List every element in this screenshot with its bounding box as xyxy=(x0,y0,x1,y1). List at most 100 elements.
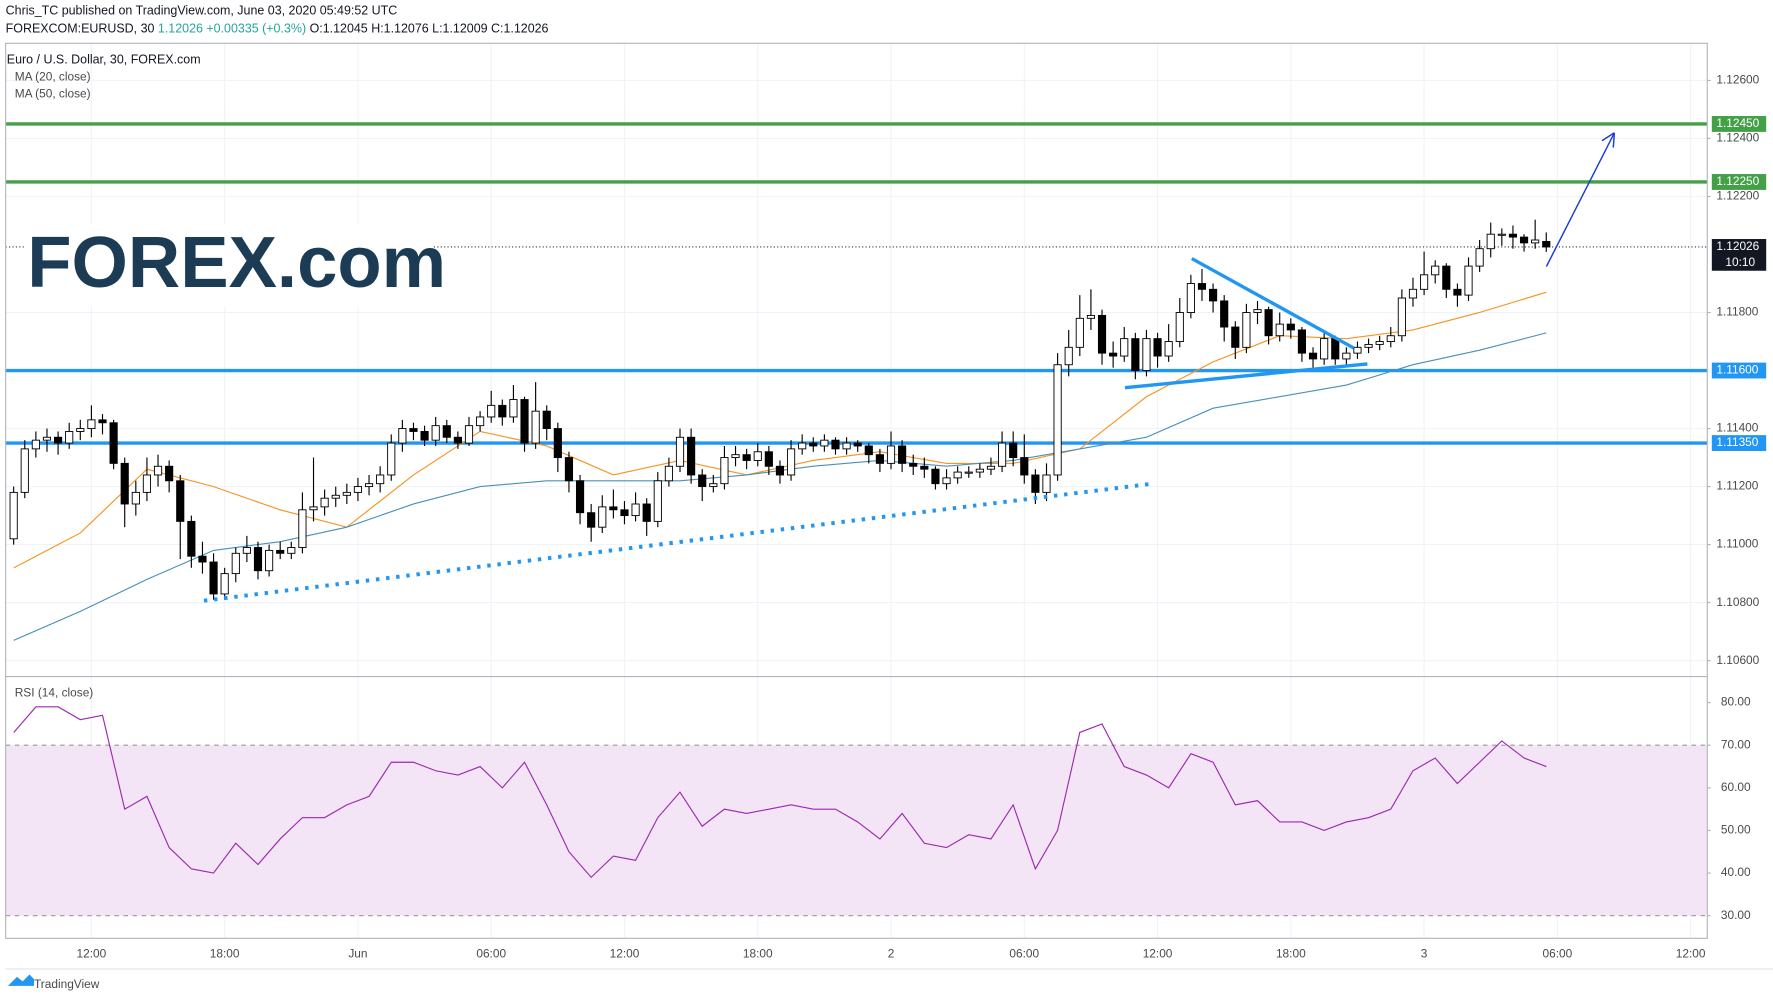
high: H:1.12076 xyxy=(371,22,429,36)
x-tick-label: 12:00 xyxy=(1143,946,1173,960)
candle-body xyxy=(265,549,274,572)
candle-body xyxy=(487,404,496,418)
x-tick-label: 18:00 xyxy=(1276,946,1306,960)
y-tick-label: 1.10800 xyxy=(1716,595,1759,609)
candle-body xyxy=(1131,338,1140,371)
candle-body xyxy=(1386,335,1395,342)
candle-body xyxy=(1053,364,1062,476)
candle-body xyxy=(1431,265,1440,276)
candle-body xyxy=(520,399,529,444)
candle-body xyxy=(1353,346,1362,354)
candle-body xyxy=(664,465,673,482)
candle-body xyxy=(198,555,207,563)
candle-body xyxy=(1442,265,1451,290)
candle-body xyxy=(398,428,407,444)
candle-body xyxy=(509,399,518,418)
open: O:1.12045 xyxy=(310,22,368,36)
candle-body xyxy=(1375,341,1384,345)
candle-body xyxy=(931,468,940,485)
candle-body xyxy=(364,483,374,488)
candle-body xyxy=(220,573,229,595)
candle-body xyxy=(1009,442,1018,459)
candle-body xyxy=(1342,352,1351,360)
candle-body xyxy=(798,442,807,450)
candle-body xyxy=(575,480,585,514)
candle-body xyxy=(209,561,218,595)
x-tick-label: Jun xyxy=(348,946,367,960)
level-label-bg xyxy=(1711,362,1767,379)
candle-body xyxy=(31,439,40,450)
x-tick-label: 12:00 xyxy=(77,946,107,960)
close: C:1.12026 xyxy=(491,22,549,36)
candle-body xyxy=(1531,239,1540,244)
x-tick-label: 06:00 xyxy=(1009,946,1039,960)
candle-body xyxy=(942,477,951,485)
candle-body xyxy=(165,465,174,482)
candle-body xyxy=(453,436,462,444)
y-tick-label: 1.11400 xyxy=(1716,421,1758,435)
last-price-label: 1.12026 xyxy=(1716,239,1759,253)
level-label-bg xyxy=(1711,174,1767,190)
y-tick-label: 1.11200 xyxy=(1716,479,1758,493)
x-tick-label: 06:00 xyxy=(1543,946,1573,960)
candle-body xyxy=(331,494,340,499)
logo: FOREX.com xyxy=(27,222,446,303)
candle-body xyxy=(1464,265,1473,296)
candle-body xyxy=(353,486,363,493)
candle-body xyxy=(1331,338,1340,360)
change: +0.00335 (+0.3%) xyxy=(206,22,306,36)
candle-body xyxy=(1231,326,1240,348)
candle-body xyxy=(1308,352,1318,360)
last-price-bg xyxy=(1711,239,1767,271)
candle-body xyxy=(953,471,962,479)
candle-body xyxy=(875,454,884,464)
level-label: 1.11350 xyxy=(1716,435,1758,449)
candle-body xyxy=(753,451,762,461)
candle-body xyxy=(687,436,696,476)
candle-body xyxy=(709,483,718,488)
candle-body xyxy=(87,419,96,430)
rsi-title: RSI (14, close) xyxy=(15,686,94,700)
y-tick-label: 60.00 xyxy=(1721,780,1751,794)
candle-body xyxy=(1242,312,1251,348)
trendline xyxy=(1124,362,1368,390)
candle-body xyxy=(642,503,651,522)
candle-body xyxy=(1397,297,1406,337)
x-tick-label: 06:00 xyxy=(476,946,506,960)
candle-body xyxy=(253,547,263,572)
candle-body xyxy=(9,491,18,540)
candle-body xyxy=(720,457,729,485)
rsi-band xyxy=(5,745,1708,916)
candle-body xyxy=(1031,474,1040,493)
candle-body xyxy=(464,425,474,444)
candle-body xyxy=(387,442,396,476)
legend-entry: MA (50, close) xyxy=(15,86,91,100)
candle-body xyxy=(320,497,329,508)
y-tick-label: 40.00 xyxy=(1721,865,1751,879)
y-tick-label: 50.00 xyxy=(1721,823,1751,837)
candle-body xyxy=(1475,248,1484,267)
candle-body xyxy=(786,448,796,476)
y-tick-label: 1.10600 xyxy=(1716,653,1759,667)
candle-body xyxy=(764,451,773,467)
candle-body xyxy=(1497,233,1506,236)
logo-bg xyxy=(24,224,433,307)
candle-body xyxy=(1020,457,1029,476)
candle-body xyxy=(1253,309,1262,313)
candle-body xyxy=(864,445,873,456)
candle-body xyxy=(1453,288,1462,296)
candle-body xyxy=(1264,309,1273,337)
x-tick-label: 2 xyxy=(888,946,895,960)
candle-body xyxy=(920,465,929,470)
x-tick-label: 12:00 xyxy=(610,946,640,960)
level-label-bg xyxy=(1711,116,1767,132)
symbol: FOREXCOM:EURUSD, 30 xyxy=(6,22,155,36)
candle-body xyxy=(176,480,185,522)
candle-body xyxy=(120,462,129,505)
y-tick-label: 1.12400 xyxy=(1716,131,1759,145)
rsi-line xyxy=(13,706,1547,879)
candle-body xyxy=(342,491,351,496)
candle-body xyxy=(420,431,429,441)
candle-body xyxy=(298,509,307,548)
